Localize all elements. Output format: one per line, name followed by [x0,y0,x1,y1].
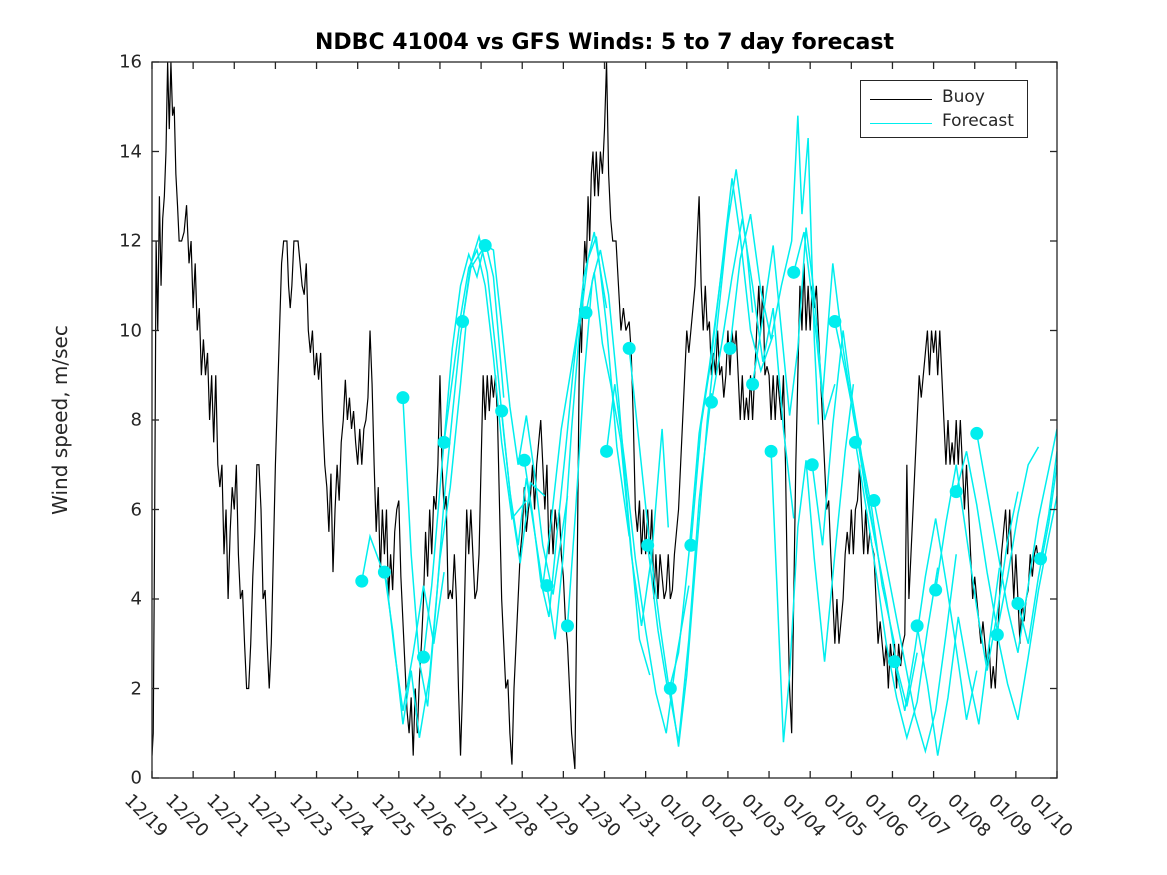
y-tick-label: 2 [130,678,142,699]
forecast-line [834,321,918,707]
forecast-marker [867,494,881,508]
forecast-marker [787,265,801,279]
y-tick-label: 14 [119,141,142,162]
forecast-line [383,317,468,738]
forecast-marker [910,619,924,633]
forecast-line [690,178,774,546]
forecast-marker [478,238,492,252]
y-tick-label: 0 [130,767,142,789]
forecast-marker [990,628,1004,642]
forecast-line [1039,451,1057,559]
y-tick-label: 8 [130,409,142,431]
chart-title: NDBC 41004 vs GFS Winds: 5 to 7 day fore… [315,30,894,55]
forecast-line [770,384,855,743]
y-tick-label: 16 [119,51,142,73]
y-tick-label: 6 [130,499,142,520]
forecast-marker [949,485,963,499]
forecast-marker [579,306,593,320]
forecast-marker [641,538,655,552]
y-axis-label: Wind speed, m/sec [48,325,72,515]
forecast-line-swatch [870,123,932,124]
forecast-marker [560,619,574,633]
forecast-marker [704,395,718,409]
forecast-marker [746,377,760,391]
forecast-line [484,244,569,595]
y-tick-label: 10 [119,320,142,341]
forecast-line [605,384,690,734]
forecast-line [461,233,546,564]
forecast-line [422,240,505,658]
forecast-line [976,428,1057,653]
forecast-line [443,247,527,521]
forecast-line [893,518,978,720]
forecast-marker [929,583,943,597]
legend-item-buoy: Buoy [870,87,1020,107]
forecast-marker [417,650,430,664]
forecast-marker [622,341,636,355]
forecast-line [710,218,795,519]
forecast-marker [1011,596,1025,610]
forecast-line [934,464,1019,671]
forecast-marker [355,574,369,588]
forecast-marker [495,404,509,418]
forecast-marker [805,458,819,472]
forecast-marker [456,315,470,329]
forecast-line [585,272,670,626]
forecast-marker [764,444,778,458]
forecast-line [916,567,1001,756]
forecast-line [793,231,877,546]
forecast-line [523,231,608,618]
legend-label-buoy: Buoy [942,87,985,107]
forecast-line [996,495,1057,721]
data-layer [152,62,1057,770]
forecast-line [751,227,836,421]
forecast-marker [540,579,554,593]
forecast-marker [888,655,902,669]
forecast-marker [1034,552,1048,566]
forecast-marker [517,453,531,467]
forecast-line [546,236,630,640]
forecast-marker [600,444,614,458]
forecast-marker [848,435,862,449]
buoy-line [152,62,1042,770]
buoy-line-swatch [870,99,932,100]
legend-label-forecast: Forecast [942,111,1014,131]
forecast-marker [828,315,842,329]
forecast-marker [970,426,984,440]
forecast-marker [377,565,391,579]
forecast-line [566,249,651,676]
forecast-line [873,500,957,755]
y-tick-label: 12 [119,230,142,252]
forecast-marker [723,341,737,355]
forecast-line [669,169,754,747]
legend: Buoy Forecast [860,80,1028,138]
forecast-marker [396,391,410,405]
forecast-marker [437,435,451,449]
legend-item-forecast: Forecast [870,111,1020,131]
forecast-marker [663,682,677,695]
forecast-line [1017,464,1057,644]
y-tick-label: 4 [130,588,142,610]
forecast-marker [684,538,698,552]
forecast-line [854,442,939,741]
forecast-line [729,115,820,425]
